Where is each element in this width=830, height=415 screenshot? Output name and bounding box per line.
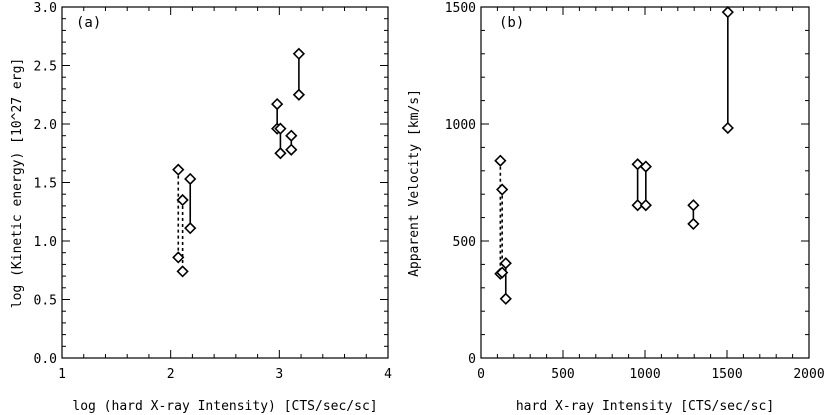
panel-a-diamond-point xyxy=(176,193,189,207)
panel-b-diamond-point xyxy=(639,160,652,173)
panel-b-diamond-point xyxy=(499,292,512,305)
panel-a-diamond-point xyxy=(172,163,185,176)
panel-a-x-tick-label: 3 xyxy=(275,367,283,382)
panel-b-diamond-point xyxy=(631,199,644,212)
panel-b-x-axis-label: hard X-ray Intensity [CTS/sec/sc] xyxy=(516,399,774,414)
panel-b-diamond-point xyxy=(687,217,700,231)
panel-b-data-marks xyxy=(494,6,734,305)
panel-a-diamond-point xyxy=(274,122,287,135)
panel-a-y-tick-label: 3.0 xyxy=(34,1,57,16)
panel-b-diamond-point xyxy=(687,199,700,212)
panel-b-x-tick-label: 1000 xyxy=(629,367,660,382)
panel-a-y-tick-label: 2.5 xyxy=(34,60,57,75)
panel-b-x-tick-label: 1500 xyxy=(711,367,742,382)
panel-a-x-tick-label: 1 xyxy=(58,367,66,382)
panel-b-x-tick-label: 2000 xyxy=(793,367,824,382)
panel-b-plot-frame xyxy=(480,6,810,359)
panel-b-y-tick-label: 1500 xyxy=(445,1,476,16)
panel-a-diamond-point xyxy=(172,251,185,264)
panel-a-x-axis-label: log (hard X-ray Intensity) [CTS/sec/sc] xyxy=(72,399,377,414)
panel-a-y-tick-label: 0.5 xyxy=(34,294,57,309)
panel-a-diamond-point xyxy=(271,97,284,111)
panel-b-ticks: 0 500 1000 1500 2000 0 500 1000 1500 xyxy=(445,1,825,382)
panel-a-plot-frame xyxy=(61,6,389,359)
panel-a-y-tick-label: 2.0 xyxy=(34,118,57,133)
panel-a-diamond-point xyxy=(285,129,298,142)
panel-b-diamond-point xyxy=(496,183,509,196)
panel-a-diamond-point xyxy=(184,221,197,235)
panel-b-diamond-point xyxy=(721,6,734,19)
panel-b-diamond-point xyxy=(499,257,512,270)
panel-b-x-tick-label: 0 xyxy=(477,367,485,382)
panel-a-label: (a) xyxy=(76,15,101,31)
panel-a-y-tick-label: 0.0 xyxy=(34,352,57,367)
panel-b-x-tick-label: 500 xyxy=(551,367,574,382)
panel-b-diamond-point xyxy=(494,154,507,167)
panel-a-x-tick-label: 2 xyxy=(167,367,175,382)
panel-b-diamond-point xyxy=(639,199,652,212)
panel-a-kinetic-energy-chart: (a) 1 2 3 4 0.0 0.5 1.0 1.5 2.0 2.5 3.0 log (hard … xyxy=(10,1,392,414)
panel-b-y-axis-label: Apparent Velocity [km/s] xyxy=(407,89,422,277)
panel-a-data-marks xyxy=(172,47,306,278)
panel-a-diamond-point xyxy=(285,143,298,156)
panel-b-y-tick-label: 1000 xyxy=(445,118,476,133)
panel-a-y-tick-label: 1.0 xyxy=(34,235,57,250)
panel-a-diamond-point xyxy=(176,265,189,278)
panel-b-diamond-point xyxy=(721,121,734,135)
panel-b-y-tick-label: 0 xyxy=(468,352,476,367)
panel-a-diamond-point xyxy=(184,172,197,186)
panel-a-diamond-point xyxy=(292,47,306,60)
panel-a-diamond-point xyxy=(274,147,287,160)
panel-b-label: (b) xyxy=(499,15,524,31)
panel-a-y-tick-label: 1.5 xyxy=(34,177,57,192)
panel-a-ticks: 1 2 3 4 0.0 0.5 1.0 1.5 2.0 2.5 3.0 xyxy=(34,1,393,382)
panel-b-apparent-velocity-chart: (b) 0 500 1000 1500 2000 0 500 1000 1500 hard X-… xyxy=(407,1,825,414)
panel-a-diamond-point xyxy=(292,88,306,101)
panel-a-y-axis-label: log (Kinetic energy) [10^27 erg] xyxy=(10,58,25,308)
panel-a-x-tick-label: 4 xyxy=(384,367,392,382)
panel-b-diamond-point xyxy=(496,266,509,279)
panel-b-y-tick-label: 500 xyxy=(453,235,476,250)
